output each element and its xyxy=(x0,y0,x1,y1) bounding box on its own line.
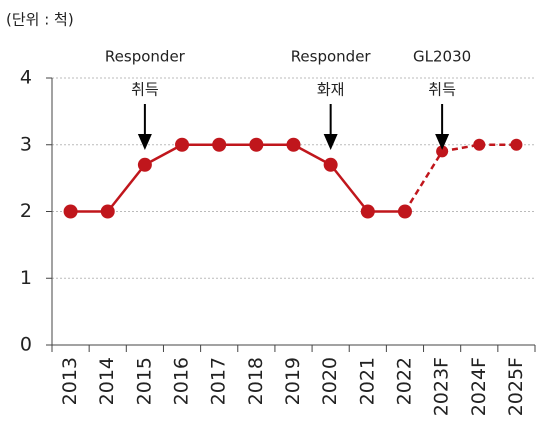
line-segment xyxy=(403,150,444,213)
line-segment xyxy=(106,163,146,213)
annotation: 화재 xyxy=(317,81,345,99)
marker xyxy=(286,137,301,152)
x-tick-label: 2021 xyxy=(356,357,378,405)
arrow-head xyxy=(137,134,152,150)
marker xyxy=(63,204,78,219)
annotation: 취득 xyxy=(131,81,159,99)
y-tick-label: 3 xyxy=(20,133,32,155)
marker xyxy=(397,204,412,219)
x-tick-label: 2013 xyxy=(59,357,81,405)
y-tick-label: 4 xyxy=(20,67,32,89)
x-tick-label: 2018 xyxy=(245,357,267,405)
marker xyxy=(175,137,190,152)
marker xyxy=(510,138,523,151)
x-tick-label: 2022 xyxy=(393,357,415,405)
y-tick-label: 0 xyxy=(20,334,32,356)
x-tick-label: 2024F xyxy=(468,357,490,416)
annotation: GL2030 xyxy=(413,48,471,66)
x-tick-label: 2020 xyxy=(319,357,341,405)
line-segment xyxy=(144,143,183,166)
unit-label: (단위 : 척) xyxy=(6,11,74,29)
arrow-head xyxy=(323,134,338,150)
marker xyxy=(249,137,264,152)
x-tick-label: 2023F xyxy=(431,357,453,416)
marker xyxy=(137,157,152,172)
marker xyxy=(212,137,227,152)
x-tick-label: 2015 xyxy=(133,357,155,405)
marker xyxy=(323,157,338,172)
x-tick-label: 2025F xyxy=(505,357,527,416)
x-tick-label: 2019 xyxy=(282,357,304,405)
x-tick-label: 2014 xyxy=(96,357,118,405)
annotation: Responder xyxy=(105,48,186,66)
marker xyxy=(473,138,486,151)
annotation: 취득 xyxy=(428,81,456,99)
x-tick-label: 2016 xyxy=(171,357,193,405)
marker xyxy=(100,204,115,219)
line-segment xyxy=(329,163,369,213)
y-tick-label: 2 xyxy=(20,200,32,222)
y-tick-label: 1 xyxy=(20,267,32,289)
marker xyxy=(360,204,375,219)
arrow-head xyxy=(435,134,450,150)
marker xyxy=(436,145,449,158)
line-segment xyxy=(441,143,480,153)
line-segment xyxy=(292,143,332,166)
x-tick-label: 2017 xyxy=(208,357,230,405)
annotation: Responder xyxy=(291,48,372,66)
